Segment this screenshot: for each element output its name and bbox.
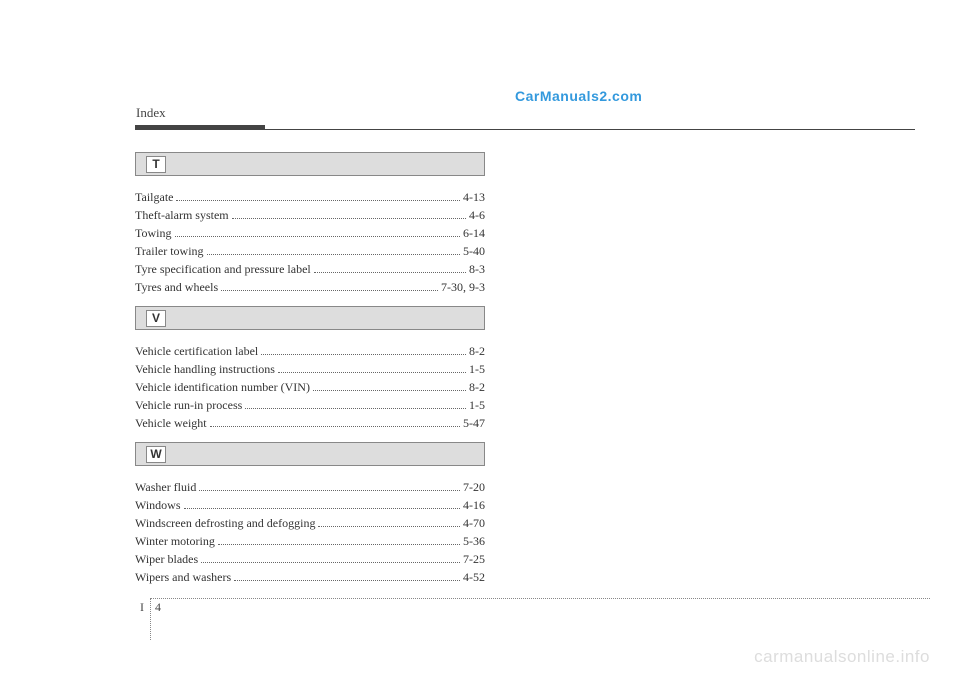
- entry-page: 1-5: [469, 396, 485, 414]
- leader-dots: [199, 490, 460, 491]
- index-entry: Theft-alarm system 4-6: [135, 206, 485, 224]
- index-entry: Trailer towing 5-40: [135, 242, 485, 260]
- leader-dots: [210, 426, 460, 427]
- index-title: Index: [135, 105, 915, 121]
- index-entry: Wiper blades 7-25: [135, 550, 485, 568]
- watermark-bottom: carmanualsonline.info: [754, 647, 930, 667]
- section-letter-t: T: [146, 156, 166, 173]
- entry-page: 4-13: [463, 188, 485, 206]
- index-entry: Tyres and wheels 7-30, 9-3: [135, 278, 485, 296]
- leader-dots: [261, 354, 466, 355]
- footer-dotted-vertical: [150, 598, 151, 640]
- entry-page: 7-30, 9-3: [441, 278, 485, 296]
- index-entry: Washer fluid 7-20: [135, 478, 485, 496]
- section-heading-v: V: [135, 306, 485, 330]
- leader-dots: [176, 200, 460, 201]
- entry-label: Winter motoring: [135, 532, 215, 550]
- section-letter-w: W: [146, 446, 166, 463]
- entry-label: Tailgate: [135, 188, 173, 206]
- leader-dots: [207, 254, 460, 255]
- section-entries-t: Tailgate 4-13 Theft-alarm system 4-6 Tow…: [135, 188, 915, 296]
- index-entry: Vehicle identification number (VIN) 8-2: [135, 378, 485, 396]
- entry-page: 8-3: [469, 260, 485, 278]
- index-entry: Vehicle run-in process 1-5: [135, 396, 485, 414]
- watermark-top: CarManuals2.com: [515, 88, 642, 104]
- entry-label: Vehicle run-in process: [135, 396, 242, 414]
- entry-label: Trailer towing: [135, 242, 204, 260]
- entry-label: Vehicle identification number (VIN): [135, 378, 310, 396]
- entry-page: 4-6: [469, 206, 485, 224]
- index-entry: Towing 6-14: [135, 224, 485, 242]
- section-heading-w: W: [135, 442, 485, 466]
- entry-page: 1-5: [469, 360, 485, 378]
- index-entry: Wipers and washers 4-52: [135, 568, 485, 586]
- leader-dots: [245, 408, 466, 409]
- index-entry: Vehicle weight 5-47: [135, 414, 485, 432]
- section-entries-v: Vehicle certification label 8-2 Vehicle …: [135, 342, 915, 432]
- entry-label: Theft-alarm system: [135, 206, 229, 224]
- entry-label: Windscreen defrosting and defogging: [135, 514, 315, 532]
- leader-dots: [314, 272, 466, 273]
- index-entry: Vehicle certification label 8-2: [135, 342, 485, 360]
- page-content: Index T Tailgate 4-13 Theft-alarm system…: [135, 105, 915, 596]
- footer-dotted-line: [150, 598, 930, 599]
- entry-label: Wipers and washers: [135, 568, 231, 586]
- entry-label: Vehicle certification label: [135, 342, 258, 360]
- leader-dots: [232, 218, 466, 219]
- leader-dots: [184, 508, 460, 509]
- leader-dots: [278, 372, 466, 373]
- leader-dots: [218, 544, 460, 545]
- entry-page: 5-40: [463, 242, 485, 260]
- entry-label: Tyres and wheels: [135, 278, 218, 296]
- entry-page: 5-36: [463, 532, 485, 550]
- leader-dots: [313, 390, 466, 391]
- entry-page: 4-52: [463, 568, 485, 586]
- entry-page: 8-2: [469, 342, 485, 360]
- entry-page: 8-2: [469, 378, 485, 396]
- header-thin-rule: [135, 129, 915, 130]
- entry-page: 7-25: [463, 550, 485, 568]
- index-entry: Windows 4-16: [135, 496, 485, 514]
- entry-label: Vehicle handling instructions: [135, 360, 275, 378]
- entry-page: 6-14: [463, 224, 485, 242]
- entry-label: Wiper blades: [135, 550, 198, 568]
- index-entry: Windscreen defrosting and defogging 4-70: [135, 514, 485, 532]
- entry-label: Tyre specification and pressure label: [135, 260, 311, 278]
- leader-dots: [175, 236, 461, 237]
- entry-label: Windows: [135, 496, 181, 514]
- entry-page: 4-16: [463, 496, 485, 514]
- entry-page: 7-20: [463, 478, 485, 496]
- leader-dots: [201, 562, 460, 563]
- leader-dots: [318, 526, 460, 527]
- index-entry: Winter motoring 5-36: [135, 532, 485, 550]
- section-letter-v: V: [146, 310, 166, 327]
- leader-dots: [221, 290, 438, 291]
- entry-label: Towing: [135, 224, 172, 242]
- footer-page-number: 4: [155, 600, 161, 615]
- footer-section-letter: I: [140, 600, 144, 615]
- leader-dots: [234, 580, 460, 581]
- entry-page: 4-70: [463, 514, 485, 532]
- index-entry: Vehicle handling instructions 1-5: [135, 360, 485, 378]
- entry-page: 5-47: [463, 414, 485, 432]
- entry-label: Vehicle weight: [135, 414, 207, 432]
- section-heading-t: T: [135, 152, 485, 176]
- index-entry: Tailgate 4-13: [135, 188, 485, 206]
- index-entry: Tyre specification and pressure label 8-…: [135, 260, 485, 278]
- section-entries-w: Washer fluid 7-20 Windows 4-16 Windscree…: [135, 478, 915, 586]
- entry-label: Washer fluid: [135, 478, 196, 496]
